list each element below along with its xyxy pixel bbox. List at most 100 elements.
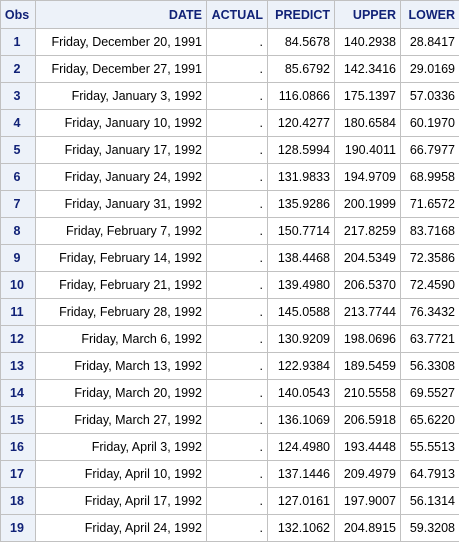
table-body: 1 Friday, December 20, 1991. 84.5678 140.29… [0, 28, 459, 542]
lower-cell: 71.6572 [400, 190, 459, 218]
lower-cell: 63.7721 [400, 325, 459, 353]
obs-cell: 17 [0, 460, 36, 488]
date-cell: Friday, January 24, 1992 [35, 163, 207, 191]
date-cell: Friday, February 7, 1992 [35, 217, 207, 245]
predict-cell: 120.4277 [267, 109, 335, 137]
date-cell: Friday, February 14, 1992 [35, 244, 207, 272]
obs-cell: 3 [0, 82, 36, 110]
upper-cell: 206.5918 [334, 406, 401, 434]
column-header-obs: Obs [0, 0, 36, 29]
actual-cell: . [206, 379, 268, 407]
actual-cell: . [206, 487, 268, 515]
obs-cell: 13 [0, 352, 36, 380]
actual-cell: . [206, 406, 268, 434]
column-header-actual: ACTUAL [206, 0, 268, 29]
upper-cell: 175.1397 [334, 82, 401, 110]
predict-cell: 128.5994 [267, 136, 335, 164]
obs-cell: 15 [0, 406, 36, 434]
predict-cell: 122.9384 [267, 352, 335, 380]
table-row: 15 Friday, March 27, 1992. 136.1069 206.591… [0, 406, 459, 434]
actual-cell: . [206, 325, 268, 353]
column-header-date: DATE [35, 0, 207, 29]
obs-cell: 14 [0, 379, 36, 407]
obs-cell: 8 [0, 217, 36, 245]
actual-cell: . [206, 514, 268, 542]
date-cell: Friday, March 6, 1992 [35, 325, 207, 353]
upper-cell: 209.4979 [334, 460, 401, 488]
upper-cell: 204.5349 [334, 244, 401, 272]
lower-cell: 64.7913 [400, 460, 459, 488]
lower-cell: 59.3208 [400, 514, 459, 542]
obs-cell: 5 [0, 136, 36, 164]
predict-cell: 145.0588 [267, 298, 335, 326]
table-row: 14 Friday, March 20, 1992. 140.0543 210.555… [0, 379, 459, 407]
lower-cell: 28.8417 [400, 28, 459, 56]
upper-cell: 200.1999 [334, 190, 401, 218]
date-cell: Friday, April 3, 1992 [35, 433, 207, 461]
predict-cell: 150.7714 [267, 217, 335, 245]
date-cell: Friday, March 27, 1992 [35, 406, 207, 434]
table-row: 13 Friday, March 13, 1992. 122.9384 189.545… [0, 352, 459, 380]
table-row: 10 Friday, February 21, 1992. 139.4980 206.… [0, 271, 459, 299]
obs-cell: 9 [0, 244, 36, 272]
obs-cell: 4 [0, 109, 36, 137]
actual-cell: . [206, 163, 268, 191]
actual-cell: . [206, 271, 268, 299]
lower-cell: 83.7168 [400, 217, 459, 245]
upper-cell: 190.4011 [334, 136, 401, 164]
actual-cell: . [206, 82, 268, 110]
predict-cell: 138.4468 [267, 244, 335, 272]
lower-cell: 76.3432 [400, 298, 459, 326]
column-header-predict: PREDICT [267, 0, 335, 29]
obs-cell: 18 [0, 487, 36, 515]
actual-cell: . [206, 244, 268, 272]
predict-cell: 136.1069 [267, 406, 335, 434]
upper-cell: 206.5370 [334, 271, 401, 299]
predict-cell: 116.0866 [267, 82, 335, 110]
predict-cell: 84.5678 [267, 28, 335, 56]
table-row: 18 Friday, April 17, 1992. 127.0161 197.900… [0, 487, 459, 515]
predict-cell: 124.4980 [267, 433, 335, 461]
date-cell: Friday, April 24, 1992 [35, 514, 207, 542]
upper-cell: 217.8259 [334, 217, 401, 245]
lower-cell: 69.5527 [400, 379, 459, 407]
lower-cell: 66.7977 [400, 136, 459, 164]
table-row: 7 Friday, January 31, 1992. 135.9286 200.19… [0, 190, 459, 218]
table-row: 8 Friday, February 7, 1992. 150.7714 217.82… [0, 217, 459, 245]
upper-cell: 189.5459 [334, 352, 401, 380]
upper-cell: 194.9709 [334, 163, 401, 191]
date-cell: Friday, March 20, 1992 [35, 379, 207, 407]
obs-cell: 12 [0, 325, 36, 353]
lower-cell: 29.0169 [400, 55, 459, 83]
actual-cell: . [206, 352, 268, 380]
lower-cell: 68.9958 [400, 163, 459, 191]
date-cell: Friday, December 20, 1991 [35, 28, 207, 56]
date-cell: Friday, January 10, 1992 [35, 109, 207, 137]
predict-cell: 135.9286 [267, 190, 335, 218]
obs-cell: 7 [0, 190, 36, 218]
date-cell: Friday, February 28, 1992 [35, 298, 207, 326]
table-row: 9 Friday, February 14, 1992. 138.4468 204.5… [0, 244, 459, 272]
upper-cell: 180.6584 [334, 109, 401, 137]
lower-cell: 56.3308 [400, 352, 459, 380]
table-row: 1 Friday, December 20, 1991. 84.5678 140.29… [0, 28, 459, 56]
lower-cell: 55.5513 [400, 433, 459, 461]
actual-cell: . [206, 433, 268, 461]
table-row: 11 Friday, February 28, 1992. 145.0588 213.… [0, 298, 459, 326]
upper-cell: 198.0696 [334, 325, 401, 353]
predict-cell: 140.0543 [267, 379, 335, 407]
predict-cell: 137.1446 [267, 460, 335, 488]
actual-cell: . [206, 136, 268, 164]
predict-cell: 131.9833 [267, 163, 335, 191]
header-row: Obs DATE ACTUAL PREDICT UPPER LOWER [0, 0, 459, 29]
obs-cell: 19 [0, 514, 36, 542]
obs-cell: 1 [0, 28, 36, 56]
obs-cell: 2 [0, 55, 36, 83]
upper-cell: 213.7744 [334, 298, 401, 326]
table-row: 6 Friday, January 24, 1992. 131.9833 194.97… [0, 163, 459, 191]
lower-cell: 72.3586 [400, 244, 459, 272]
predict-cell: 85.6792 [267, 55, 335, 83]
actual-cell: . [206, 298, 268, 326]
actual-cell: . [206, 28, 268, 56]
